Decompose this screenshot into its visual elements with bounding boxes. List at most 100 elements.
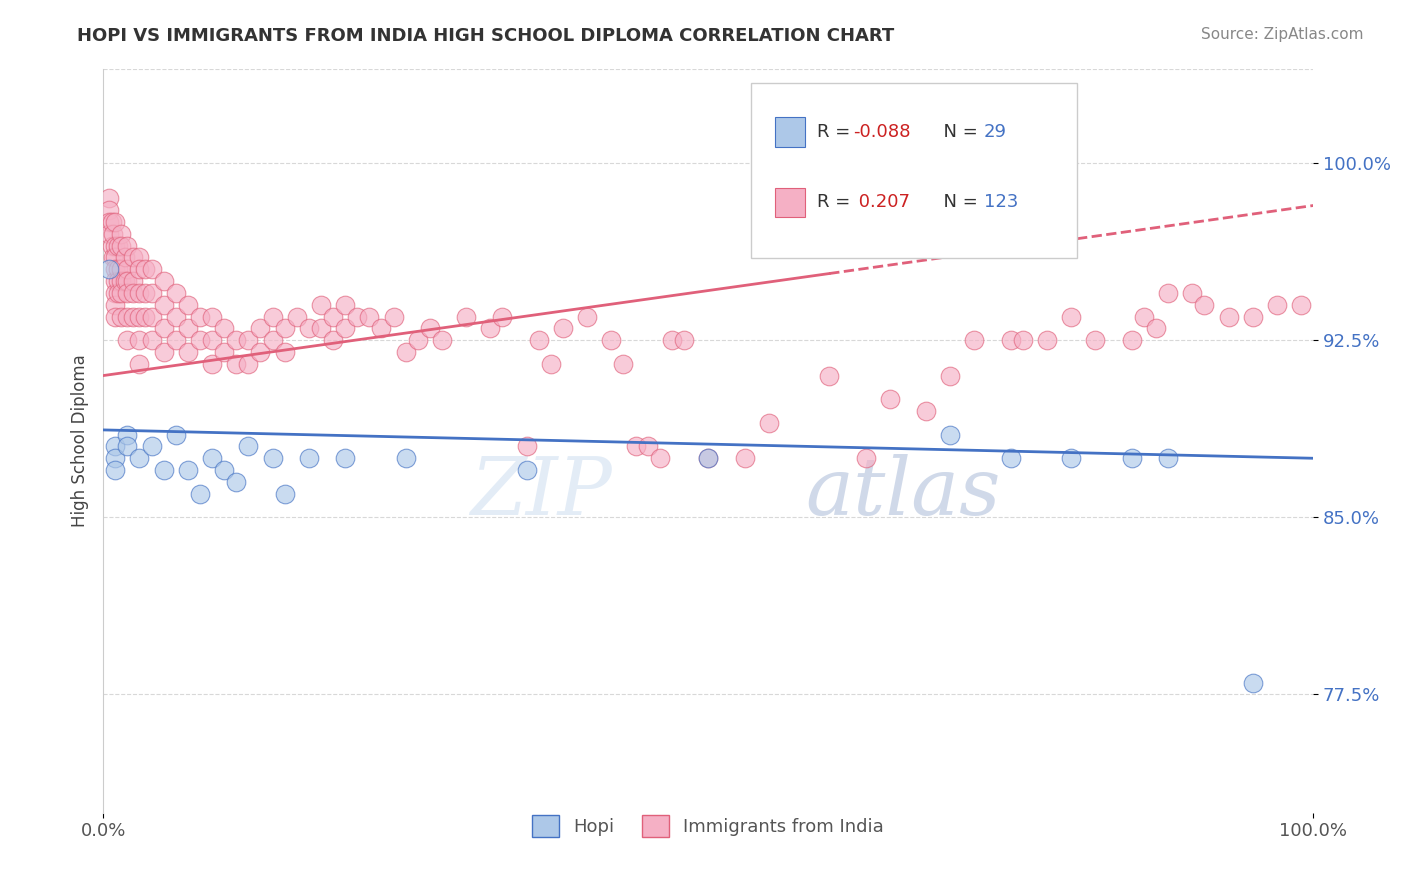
Point bbox=[104, 463, 127, 477]
Point bbox=[122, 310, 145, 324]
Point bbox=[456, 310, 478, 324]
Point bbox=[298, 451, 321, 466]
Point bbox=[1289, 298, 1312, 312]
Point bbox=[128, 333, 150, 347]
Point bbox=[104, 310, 127, 324]
Text: 29: 29 bbox=[984, 123, 1007, 141]
Point bbox=[262, 451, 284, 466]
Point bbox=[758, 416, 780, 430]
Point bbox=[1194, 298, 1216, 312]
Point bbox=[600, 333, 623, 347]
Point bbox=[238, 440, 260, 454]
Point bbox=[419, 321, 441, 335]
Point bbox=[1241, 675, 1264, 690]
Point bbox=[734, 451, 756, 466]
Point bbox=[98, 191, 121, 205]
Point bbox=[1121, 451, 1143, 466]
Point bbox=[238, 333, 260, 347]
Text: atlas: atlas bbox=[806, 454, 1001, 532]
Text: N =: N = bbox=[932, 123, 984, 141]
Point bbox=[1060, 310, 1083, 324]
Point bbox=[322, 333, 344, 347]
Point bbox=[285, 310, 308, 324]
Point bbox=[540, 357, 562, 371]
Point bbox=[104, 298, 127, 312]
Point bbox=[430, 333, 453, 347]
Point bbox=[1218, 310, 1240, 324]
Point bbox=[1157, 285, 1180, 300]
Point bbox=[201, 451, 224, 466]
Point bbox=[117, 285, 139, 300]
Point bbox=[637, 440, 659, 454]
Point bbox=[697, 451, 720, 466]
Point bbox=[128, 451, 150, 466]
Point bbox=[1060, 451, 1083, 466]
Text: HOPI VS IMMIGRANTS FROM INDIA HIGH SCHOOL DIPLOMA CORRELATION CHART: HOPI VS IMMIGRANTS FROM INDIA HIGH SCHOO… bbox=[77, 27, 894, 45]
Point bbox=[107, 274, 129, 288]
Legend: Hopi, Immigrants from India: Hopi, Immigrants from India bbox=[524, 808, 891, 845]
Text: 123: 123 bbox=[984, 194, 1018, 211]
Point bbox=[225, 475, 247, 489]
Point bbox=[114, 274, 136, 288]
Text: N =: N = bbox=[932, 194, 984, 211]
Point bbox=[395, 451, 418, 466]
Point bbox=[98, 262, 121, 277]
Point bbox=[141, 310, 163, 324]
Point bbox=[128, 357, 150, 371]
Point bbox=[98, 203, 121, 218]
Point bbox=[527, 333, 550, 347]
Point bbox=[309, 298, 332, 312]
Point bbox=[1000, 451, 1022, 466]
Point bbox=[359, 310, 381, 324]
Point bbox=[262, 310, 284, 324]
Point bbox=[165, 333, 187, 347]
Point bbox=[152, 274, 174, 288]
Point bbox=[128, 310, 150, 324]
Point bbox=[225, 333, 247, 347]
Point bbox=[128, 251, 150, 265]
Point bbox=[225, 357, 247, 371]
Point bbox=[104, 440, 127, 454]
Point bbox=[104, 262, 127, 277]
Point bbox=[818, 368, 841, 383]
Point bbox=[1144, 321, 1167, 335]
Point bbox=[322, 310, 344, 324]
Point bbox=[273, 486, 295, 500]
Point bbox=[1000, 333, 1022, 347]
Point bbox=[141, 285, 163, 300]
Point bbox=[152, 345, 174, 359]
Point bbox=[134, 262, 156, 277]
Point bbox=[612, 357, 634, 371]
Point bbox=[201, 333, 224, 347]
Point bbox=[104, 238, 127, 252]
Point bbox=[117, 440, 139, 454]
Point bbox=[915, 404, 938, 418]
Point bbox=[107, 285, 129, 300]
Point bbox=[1241, 310, 1264, 324]
Point bbox=[165, 285, 187, 300]
Point bbox=[128, 262, 150, 277]
Point bbox=[212, 345, 235, 359]
Point bbox=[152, 321, 174, 335]
Point bbox=[134, 310, 156, 324]
Point bbox=[128, 285, 150, 300]
Point bbox=[98, 227, 121, 241]
FancyBboxPatch shape bbox=[751, 83, 1077, 259]
Point bbox=[165, 427, 187, 442]
Point bbox=[141, 440, 163, 454]
Point bbox=[165, 310, 187, 324]
Point bbox=[122, 274, 145, 288]
Point bbox=[370, 321, 392, 335]
Point bbox=[1181, 285, 1204, 300]
Point bbox=[188, 486, 211, 500]
Point bbox=[104, 285, 127, 300]
Point bbox=[1157, 451, 1180, 466]
Point bbox=[479, 321, 502, 335]
Point bbox=[491, 310, 513, 324]
Point bbox=[346, 310, 368, 324]
Point bbox=[1036, 333, 1059, 347]
Point bbox=[188, 310, 211, 324]
Point bbox=[100, 215, 122, 229]
Point bbox=[516, 463, 538, 477]
Point bbox=[648, 451, 671, 466]
